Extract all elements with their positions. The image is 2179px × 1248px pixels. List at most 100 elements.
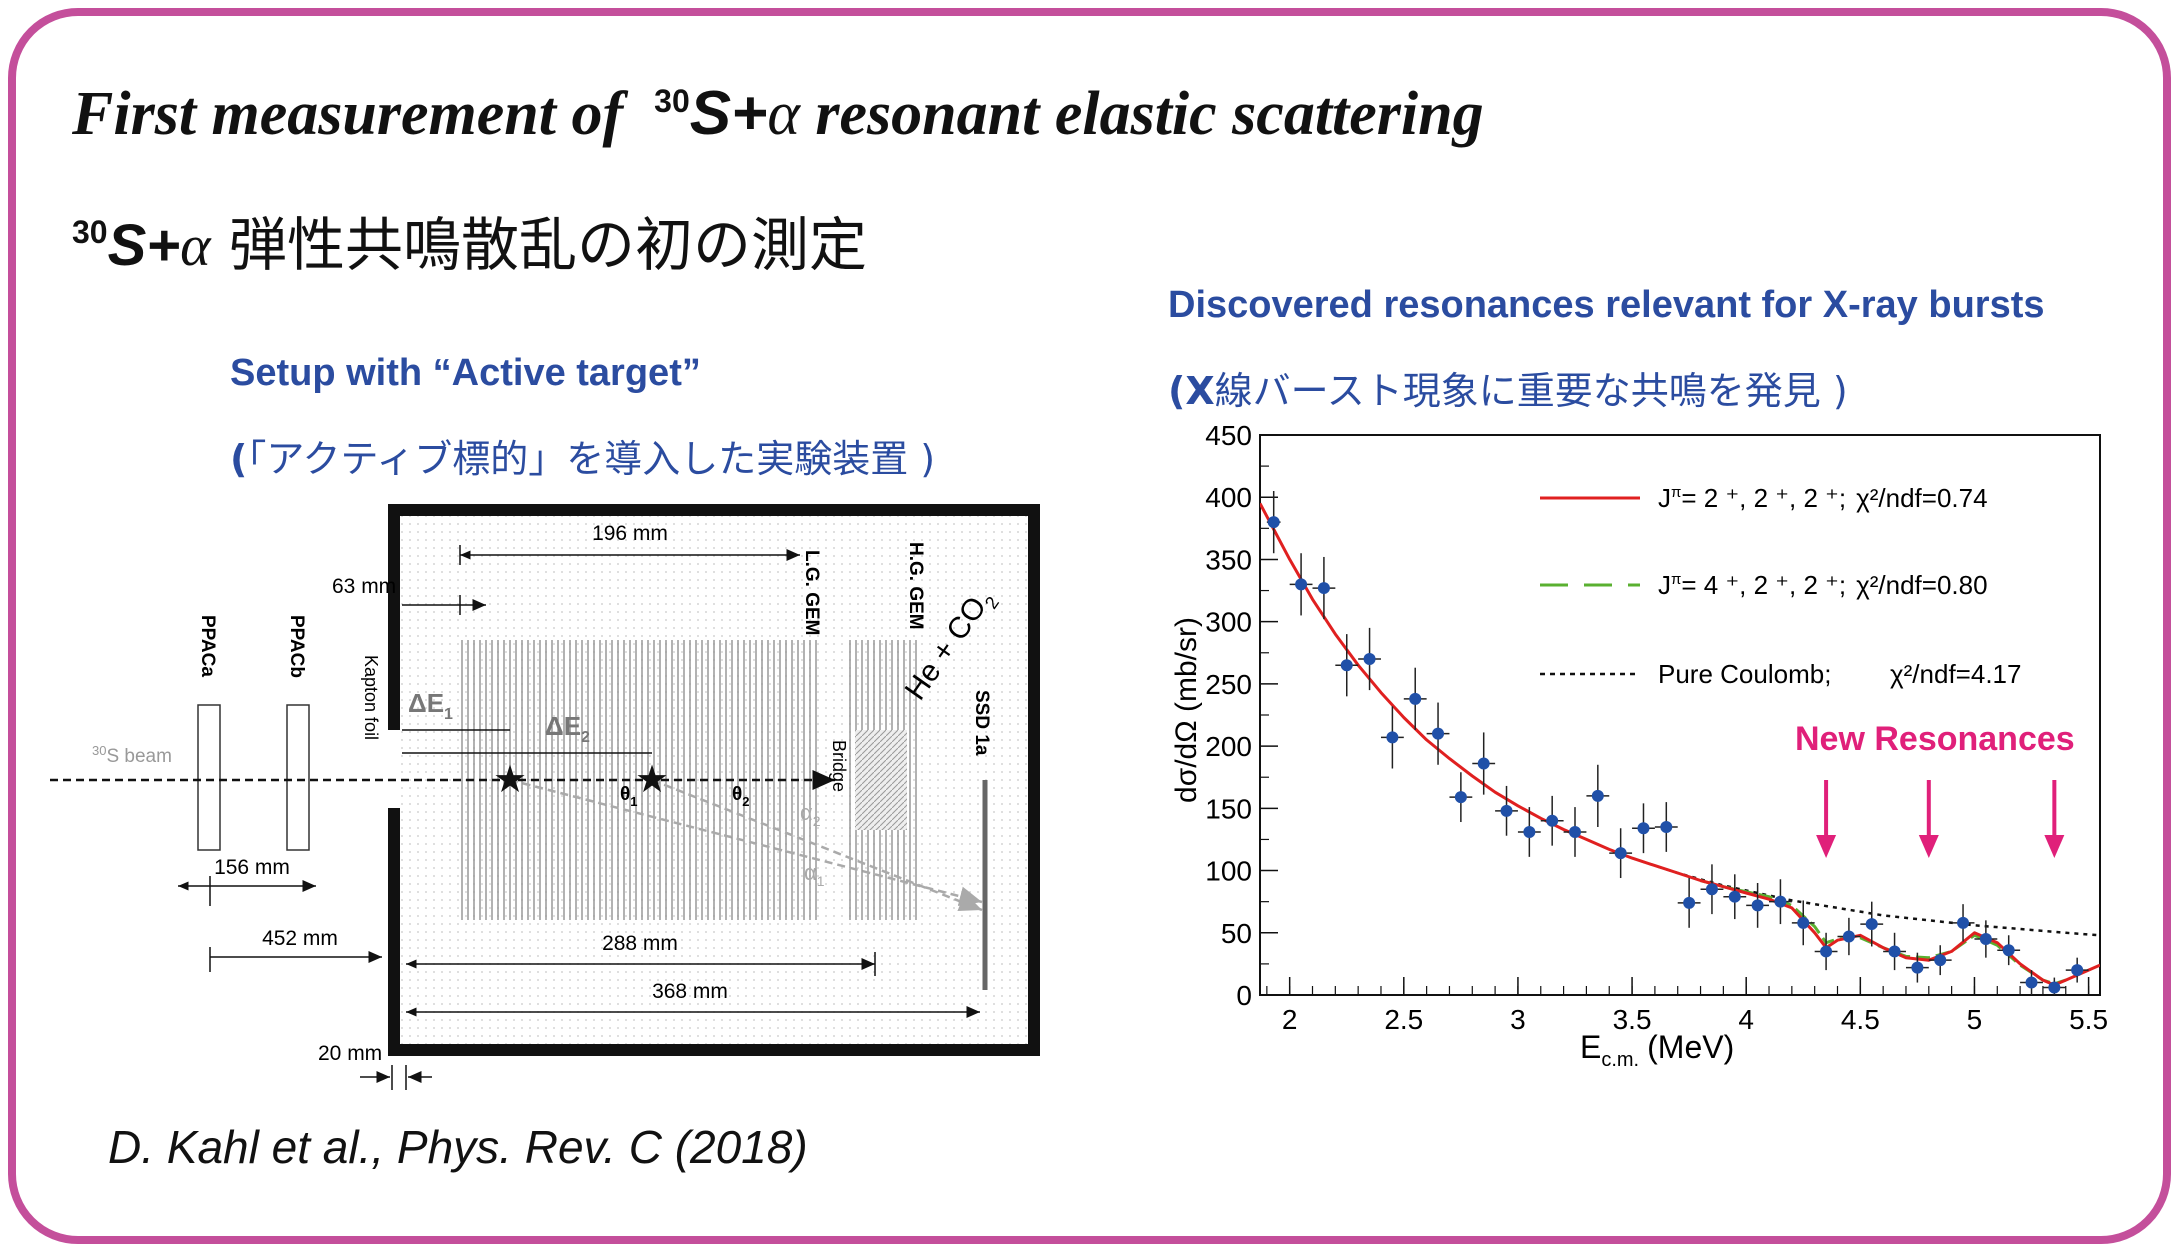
ppacb-detector (286, 704, 310, 851)
data-marker (1637, 822, 1650, 835)
data-point (1723, 874, 1747, 920)
data-point (1472, 732, 1496, 795)
data-marker (1591, 789, 1604, 802)
data-point (1677, 878, 1701, 928)
y-tick-label: 350 (1205, 544, 1252, 575)
dim-63-label: 63 mm (332, 575, 396, 598)
legend-black-chi: χ²/ndf=4.17 (1890, 659, 2021, 689)
data-point (2065, 957, 2089, 983)
data-point (1449, 772, 1473, 823)
data-marker (1865, 918, 1878, 931)
data-marker (1267, 516, 1280, 529)
data-point (1312, 556, 1336, 620)
data-marker (1911, 961, 1924, 974)
cross-section-chart: 0 50 100 150 200 250 300 350 400 450 2 2.5 3 3.5 4 4.5… (1170, 420, 2108, 1070)
resonance-arrow-head (1816, 835, 1837, 858)
data-point (1426, 702, 1450, 765)
data-marker (1363, 653, 1376, 665)
data-points (1266, 491, 2089, 995)
data-marker (2025, 976, 2038, 989)
data-point (1837, 917, 1861, 956)
dim-288-label: 288 mm (602, 932, 678, 955)
alpha1-track (509, 778, 983, 907)
data-point (2042, 977, 2066, 995)
data-marker (1295, 578, 1308, 591)
y-tick-label: 200 (1205, 731, 1252, 762)
data-marker (1614, 847, 1627, 860)
data-point (1495, 785, 1518, 836)
data-marker (1386, 731, 1399, 744)
legend-red-label: Jπ= 2 ⁺, 2 ⁺, 2 ⁺; χ²/ndf=0.74 (1658, 483, 1988, 513)
data-point (1289, 553, 1313, 616)
data-point (1335, 634, 1359, 697)
ppaca-detector (197, 704, 221, 851)
data-marker (1340, 659, 1353, 672)
bridge (855, 730, 907, 830)
data-point (1380, 706, 1404, 769)
data-point (2020, 970, 2043, 995)
bridge-label: Bridge (829, 740, 849, 792)
data-point (1814, 932, 1838, 971)
x-tick-label: 4.5 (1841, 1004, 1880, 1035)
x-tick-label: 3.5 (1613, 1004, 1652, 1035)
y-axis-title: dσ/dΩ (mb/sr) (1170, 617, 1203, 803)
x-tick-label: 3 (1510, 1004, 1526, 1035)
resonance-arrows (1816, 780, 2065, 858)
resonance-arrow-head (2044, 835, 2065, 858)
plot-area (1259, 434, 2101, 996)
y-tick-label: 450 (1205, 420, 1252, 451)
de2-label: ΔE2 (545, 711, 590, 746)
data-marker (1705, 883, 1718, 896)
x-tick-label: 2 (1282, 1004, 1298, 1035)
legend: Jπ= 2 ⁺, 2 ⁺, 2 ⁺; χ²/ndf=0.74 Jπ= 4 ⁺, 2… (1540, 483, 2021, 689)
slide-frame (8, 8, 2171, 1244)
legend-green-label: Jπ= 4 ⁺, 2 ⁺, 2 ⁺; χ²/ndf=0.80 (1658, 570, 1988, 600)
x-tick-label: 5.5 (2069, 1004, 2108, 1035)
data-marker (1934, 954, 1947, 967)
dim-20-label: 20 mm (318, 1042, 382, 1065)
data-point (1609, 828, 1633, 879)
data-point (1540, 795, 1564, 846)
data-point (1586, 764, 1610, 827)
resonance-arrow-head (1918, 835, 1939, 858)
setup-diagram: PPACa PPACb Kapton foil 30S beam ★ ★ θ1 … (50, 504, 1040, 1090)
y-tick-label: 400 (1205, 482, 1252, 513)
theta2-label: θ2 (732, 784, 750, 809)
y-tick-label: 300 (1205, 607, 1252, 638)
new-resonances-label: New Resonances (1795, 720, 2075, 758)
kapton-window (387, 730, 401, 808)
data-marker (1523, 825, 1536, 838)
y-tick-label: 100 (1205, 856, 1252, 887)
dim-196-label: 196 mm (592, 522, 668, 545)
alpha2-track (651, 778, 983, 912)
data-point (1654, 802, 1678, 852)
x-tick-label: 5 (1967, 1004, 1983, 1035)
x-tick-label: 4 (1738, 1004, 1754, 1035)
data-marker (1500, 804, 1513, 817)
data-marker (1409, 692, 1422, 705)
legend-black-label: Pure Coulomb; (1658, 659, 1831, 689)
coulomb-curve (1631, 856, 2100, 937)
data-marker (2048, 981, 2061, 994)
data-point (1746, 883, 1770, 928)
lg-gem-label: L.G. GEM (801, 550, 822, 636)
data-point (1700, 864, 1724, 915)
data-marker (1546, 814, 1559, 827)
data-marker (1797, 916, 1810, 929)
kapton-label: Kapton foil (361, 655, 381, 740)
data-point (1403, 667, 1427, 730)
data-marker (1751, 899, 1764, 912)
data-marker (1820, 945, 1833, 958)
data-point (1632, 803, 1655, 854)
data-marker (1569, 825, 1581, 838)
data-point (1791, 900, 1815, 946)
data-point (1769, 879, 1792, 925)
data-marker (1660, 821, 1673, 833)
y-tick-label: 150 (1205, 793, 1252, 824)
data-point (1997, 935, 2021, 966)
x-axis: 2 2.5 3 3.5 4 4.5 5 5.5 (1266, 977, 2108, 1035)
data-marker (1957, 916, 1970, 929)
dim-452-label: 452 mm (262, 927, 338, 950)
discovered-heading: Discovered resonances relevant for X-ray… (1168, 284, 2045, 326)
y-axis: 0 50 100 150 200 250 300 350 400 450 (1205, 420, 1278, 1011)
